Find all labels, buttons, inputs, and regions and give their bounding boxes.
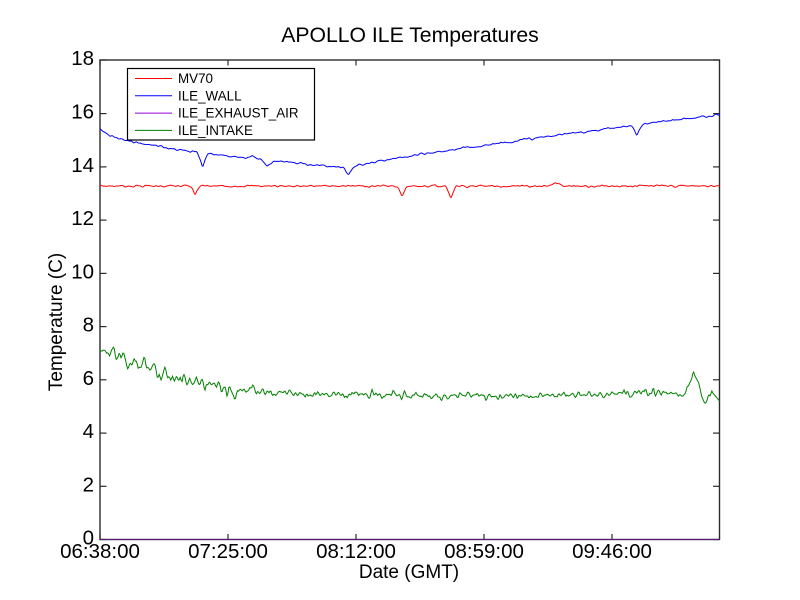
svg-text:4: 4 <box>83 420 94 443</box>
svg-text:Date (GMT): Date (GMT) <box>359 562 459 583</box>
svg-text:14: 14 <box>71 154 94 177</box>
svg-text:Temperature (C): Temperature (C) <box>46 253 67 391</box>
svg-text:08:12:00: 08:12:00 <box>316 540 396 563</box>
svg-text:8: 8 <box>83 314 94 337</box>
svg-text:APOLLO ILE Temperatures: APOLLO ILE Temperatures <box>281 24 539 47</box>
svg-text:ILE_EXHAUST_AIR: ILE_EXHAUST_AIR <box>178 106 299 121</box>
svg-text:10: 10 <box>71 260 94 283</box>
svg-text:18: 18 <box>71 47 94 70</box>
svg-text:16: 16 <box>71 101 94 124</box>
svg-text:07:25:00: 07:25:00 <box>188 540 268 563</box>
svg-text:08:59:00: 08:59:00 <box>444 540 524 563</box>
svg-text:ILE_WALL: ILE_WALL <box>178 88 242 103</box>
svg-text:ILE_INTAKE: ILE_INTAKE <box>178 123 253 138</box>
svg-text:12: 12 <box>71 207 94 230</box>
svg-text:09:46:00: 09:46:00 <box>572 540 652 563</box>
svg-text:06:38:00: 06:38:00 <box>60 540 140 563</box>
svg-text:6: 6 <box>83 367 94 390</box>
svg-text:2: 2 <box>83 473 94 496</box>
svg-text:MV70: MV70 <box>178 71 213 86</box>
